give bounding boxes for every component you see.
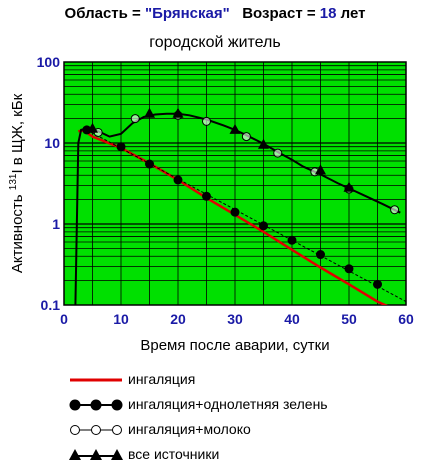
legend-item-inhalation: ингаляция bbox=[68, 368, 418, 393]
x-tick-label: 0 bbox=[60, 311, 68, 327]
series-line-inhalation bbox=[78, 129, 388, 305]
y-tick-label: 100 bbox=[37, 54, 61, 70]
region-value: "Брянская" bbox=[144, 5, 230, 22]
point-all-sources bbox=[343, 181, 355, 192]
age-value: 18 bbox=[319, 5, 337, 22]
y-tick-label: 0.1 bbox=[41, 297, 61, 313]
point-all-sources bbox=[172, 107, 184, 118]
point-all-sources bbox=[144, 107, 155, 118]
point-milk bbox=[390, 205, 400, 215]
point-milk bbox=[241, 132, 251, 142]
point-greens bbox=[344, 264, 354, 274]
point-milk bbox=[273, 148, 283, 158]
x-tick-label: 50 bbox=[341, 311, 357, 327]
point-all-sources bbox=[315, 164, 326, 175]
chart-subtitle: городской житель bbox=[149, 34, 281, 51]
point-milk bbox=[202, 116, 211, 126]
point-greens bbox=[287, 235, 297, 245]
x-axis-label: Время после аварии, сутки bbox=[140, 337, 329, 354]
chart-svg: 0 10 20 30 40 50 60 0.1 1 10 100 Время после аварии… bbox=[8, 54, 414, 354]
region-label: Область = bbox=[64, 5, 145, 22]
point-all-sources bbox=[258, 138, 269, 149]
x-tick-label: 60 bbox=[398, 311, 414, 327]
legend-item-milk: ингаляция+молоко bbox=[68, 418, 418, 443]
point-greens bbox=[259, 221, 268, 231]
point-greens bbox=[116, 142, 126, 152]
point-greens bbox=[145, 159, 154, 169]
point-all-sources bbox=[229, 123, 241, 134]
series-line-greens bbox=[86, 129, 406, 303]
plot-content bbox=[74, 107, 406, 305]
legend-label-inhalation: ингаляция bbox=[128, 371, 196, 387]
plot-frame bbox=[63, 61, 407, 306]
point-milk bbox=[130, 114, 140, 124]
point-greens bbox=[316, 250, 325, 260]
y-tick-label: 1 bbox=[52, 216, 60, 232]
point-greens bbox=[230, 207, 240, 217]
chart-header: Область = "Брянская" Возраст = 18 лет bbox=[0, 5, 430, 22]
legend-item-all-sources: все источники bbox=[68, 443, 418, 468]
age-unit: лет bbox=[336, 5, 366, 22]
legend-label-all-sources: все источники bbox=[128, 446, 220, 462]
point-greens bbox=[173, 175, 183, 185]
point-all-sources bbox=[87, 122, 98, 133]
legend: ингаляция ингаляция+однолетняя зелень ин… bbox=[68, 368, 418, 468]
x-tick-label: 40 bbox=[284, 311, 300, 327]
age-label: Возраст = bbox=[242, 5, 320, 22]
legend-item-greens: ингаляция+однолетняя зелень bbox=[68, 393, 418, 418]
point-greens bbox=[373, 279, 382, 289]
y-axis-label: Активность 131I в ЩЖ, кБк bbox=[8, 93, 26, 273]
x-tick-label: 20 bbox=[170, 311, 186, 327]
x-tick-label: 10 bbox=[113, 311, 129, 327]
legend-label-milk: ингаляция+молоко bbox=[128, 421, 251, 437]
y-tick-label: 10 bbox=[44, 135, 60, 151]
point-greens bbox=[202, 191, 211, 201]
legend-label-greens: ингаляция+однолетняя зелень bbox=[128, 396, 328, 412]
x-tick-label: 30 bbox=[227, 311, 243, 327]
